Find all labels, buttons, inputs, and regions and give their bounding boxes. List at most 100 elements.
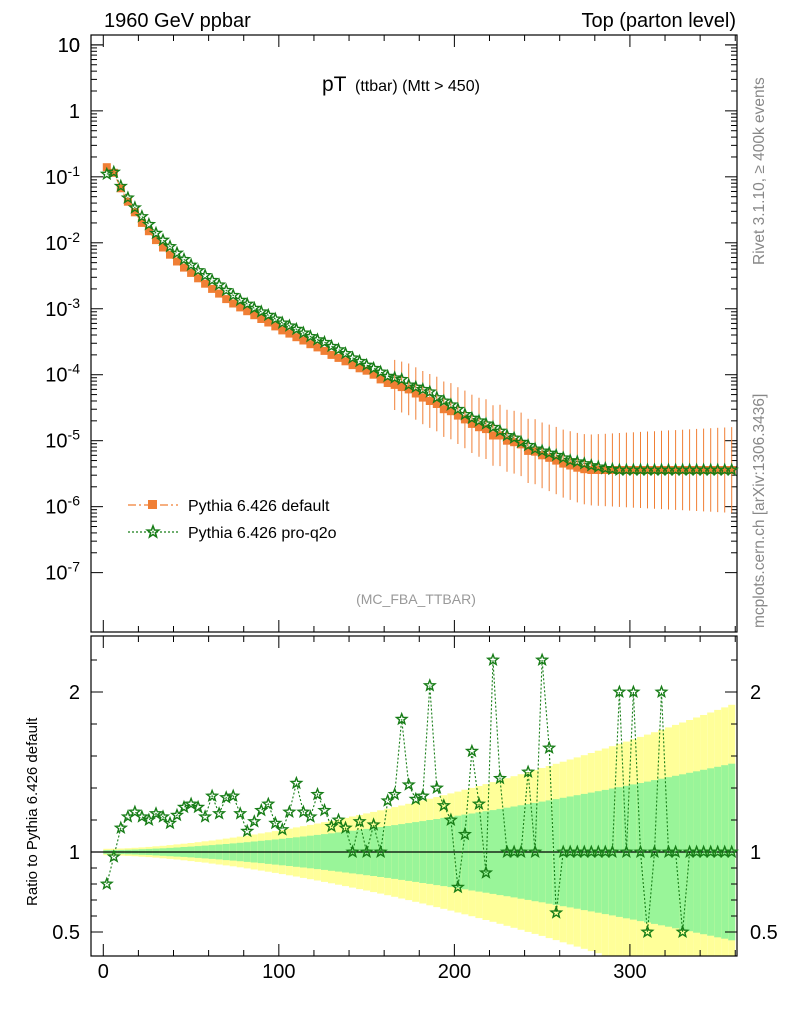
- y-tick-label-base: 10: [45, 365, 67, 387]
- ratio-marker-proq2o: [148, 806, 164, 820]
- marker-default: [713, 466, 722, 474]
- marker-proq2o: [422, 384, 437, 398]
- ratio-marker-proq2o: [275, 822, 290, 836]
- marker-proq2o: [113, 178, 129, 193]
- marker-default: [706, 466, 715, 474]
- marker-proq2o: [226, 287, 241, 302]
- marker-proq2o: [598, 460, 613, 475]
- marker-proq2o: [492, 423, 508, 438]
- ratio-marker-proq2o: [373, 844, 388, 859]
- ratio-marker-proq2o: [226, 788, 241, 802]
- y-tick-label-exponent: -6: [68, 493, 81, 509]
- marker-proq2o: [282, 318, 297, 332]
- ratio-marker-proq2o: [422, 678, 437, 692]
- marker-default: [383, 379, 392, 387]
- marker-default: [699, 466, 708, 474]
- y-tick-label-main: 10-7: [45, 559, 80, 585]
- ratio-marker-proq2o: [478, 865, 494, 879]
- marker-proq2o: [541, 445, 557, 460]
- marker-default: [229, 299, 238, 308]
- y-tick-label-exponent: -2: [68, 229, 81, 245]
- marker-default: [144, 227, 153, 236]
- header-left: 1960 GeV ppbar: [104, 10, 251, 32]
- ratio-marker-proq2o: [183, 796, 199, 811]
- y-tick-label-base: 10: [45, 233, 67, 255]
- marker-default: [608, 466, 617, 474]
- marker-default: [664, 466, 673, 474]
- ratio-marker-proq2o: [247, 814, 262, 828]
- y-tick-label-main: 10: [58, 35, 80, 57]
- ratio-marker-proq2o: [654, 684, 669, 698]
- y-tick-label-ratio: 1: [69, 842, 80, 864]
- analysis-tag: (MC_FBA_TTBAR): [356, 591, 476, 607]
- marker-proq2o: [464, 410, 480, 425]
- marker-default: [159, 243, 167, 252]
- ratio-marker-proq2o: [296, 804, 311, 818]
- marker-proq2o: [198, 267, 213, 282]
- series-line-proq2o: [106, 171, 732, 471]
- marker-default: [130, 208, 139, 217]
- marker-proq2o: [254, 304, 269, 318]
- marker-proq2o: [380, 368, 395, 383]
- marker-proq2o: [450, 401, 466, 416]
- marker-proq2o: [317, 334, 332, 349]
- y-tick-label-main: 1: [69, 101, 80, 123]
- marker-default: [376, 375, 385, 384]
- chart-title-main: pT: [322, 73, 347, 96]
- marker-proq2o: [514, 434, 529, 449]
- marker-default: [503, 436, 511, 445]
- ratio-marker-proq2o: [282, 804, 297, 818]
- ratio-marker-proq2o: [668, 844, 683, 859]
- y-tick-label-exponent: -1: [68, 163, 81, 179]
- y-tick-label-main: 10-1: [45, 163, 80, 189]
- chart-title-sub: (ttbar) (Mtt > 450): [355, 78, 480, 95]
- marker-default: [278, 326, 287, 335]
- marker-proq2o: [401, 377, 416, 392]
- y-tick-label-ratio: 2: [69, 682, 80, 704]
- marker-default: [306, 340, 315, 349]
- marker-default: [678, 466, 687, 474]
- marker-default: [264, 318, 273, 327]
- ratio-marker-proq2o: [429, 780, 445, 794]
- marker-default: [166, 250, 174, 259]
- marker-proq2o: [549, 447, 564, 462]
- ratio-marker-proq2o: [724, 844, 739, 858]
- marker-default: [341, 357, 350, 366]
- marker-proq2o: [127, 200, 143, 214]
- marker-proq2o: [570, 454, 585, 468]
- ratio-marker-proq2o: [134, 809, 149, 823]
- marker-default: [643, 466, 652, 474]
- y-tick-label-main: 10-3: [45, 295, 80, 321]
- ratio-marker-proq2o: [113, 820, 129, 835]
- marker-proq2o: [443, 397, 458, 411]
- ratio-marker-proq2o: [289, 775, 304, 790]
- marker-default: [580, 465, 589, 474]
- y-tick-label-base: 10: [45, 431, 67, 453]
- y-tick-label-main: 10-2: [45, 229, 80, 255]
- marker-default: [194, 274, 203, 283]
- ratio-marker-proq2o: [450, 879, 465, 894]
- ratio-marker-proq2o: [310, 786, 325, 801]
- ratio-marker-proq2o: [549, 905, 564, 919]
- marker-default: [496, 431, 504, 440]
- ratio-marker-proq2o: [521, 764, 536, 778]
- marker-default: [657, 466, 666, 474]
- y-tick-label-main: 10: [58, 35, 80, 57]
- y-tick-label-exponent: -7: [68, 559, 81, 575]
- legend-marker-default: [148, 500, 157, 509]
- legend-label-default: Pythia 6.426 default: [188, 498, 330, 515]
- ratio-marker-proq2o: [485, 652, 501, 666]
- ratio-marker-proq2o: [534, 652, 550, 667]
- ratio-marker-proq2o: [331, 812, 346, 826]
- header-right: Top (parton level): [581, 10, 736, 32]
- ratio-marker-proq2o: [394, 711, 409, 726]
- marker-default: [271, 322, 280, 331]
- marker-default: [552, 456, 561, 465]
- series-line-default: [106, 166, 732, 471]
- marker-proq2o: [303, 329, 318, 343]
- marker-proq2o: [275, 315, 290, 330]
- x-tick-label: 0: [98, 961, 109, 983]
- main-plot-frame: [90, 34, 738, 633]
- ratio-marker-proq2o: [345, 844, 360, 859]
